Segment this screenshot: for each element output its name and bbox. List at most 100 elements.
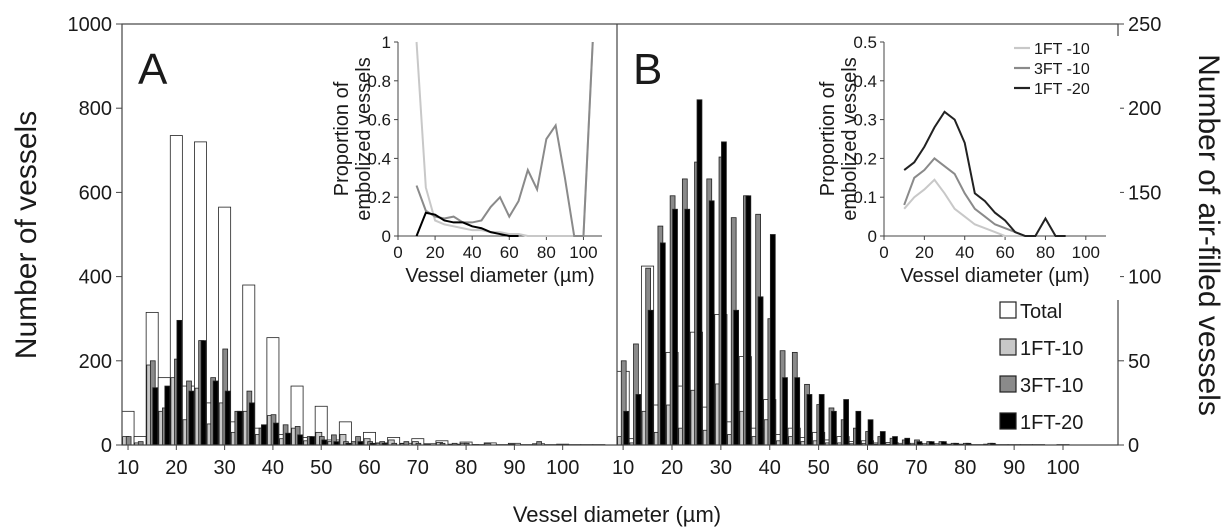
bar-1ft-20 [672, 208, 678, 446]
bar-1ft-20 [164, 385, 171, 446]
bar-1ft-20 [782, 377, 788, 446]
inset-b: 0 0.1 0.2 0.3 0.4 0.5 0 20 40 60 80 100 Vessel diame… [817, 33, 1120, 300]
x-tick-label: 90 [503, 457, 525, 479]
y-axis-title-left: Number of vessels [10, 111, 43, 359]
bar-3ft-10 [125, 436, 132, 446]
x-tick-label: 100 [1046, 457, 1079, 479]
bar-1ft-20 [892, 436, 898, 446]
bar-1ft-20 [794, 377, 801, 446]
bar-1ft-20 [321, 439, 328, 446]
inset-x-tick-label: 100 [1072, 243, 1100, 262]
y-right-tick-label: 50 [1128, 351, 1150, 373]
inset-y-title-line2: embolized vessels [353, 57, 375, 220]
bar-1ft-20 [176, 319, 183, 446]
inset-legend-label: 3FT -10 [1034, 61, 1090, 78]
bar-1ft-20 [879, 431, 886, 446]
panel-a: A [121, 45, 606, 446]
inset-x-tick-label: 40 [955, 243, 974, 262]
bar-1ft-20 [297, 434, 303, 446]
inset-legend-label: 1FT -10 [1034, 41, 1090, 58]
bar-1ft-20 [818, 394, 825, 446]
y-right-tick-label: 0 [1128, 435, 1139, 457]
bar-1ft-20 [623, 410, 630, 446]
x-tick-label: 30 [710, 457, 732, 479]
inset-x-tick-label: 60 [500, 243, 519, 262]
inset-x-tick-label: 80 [1036, 243, 1055, 262]
x-tick-label: 50 [807, 457, 829, 479]
inset-y-title-line2: embolized vessels [839, 57, 861, 220]
inset-y-tick-label: 0.4 [367, 149, 391, 168]
x-tick-label: 80 [455, 457, 477, 479]
inset-y-tick-label: 0 [868, 227, 877, 246]
inset-x-tick-label: 20 [426, 243, 445, 262]
inset-y-tick-label: 0.3 [853, 111, 877, 130]
inset-line-3ft-10 [415, 41, 594, 237]
inset-y-tick-label: 0.5 [853, 33, 877, 52]
x-tick-label: 10 [612, 457, 634, 479]
inset-x-tick-label: 0 [393, 243, 402, 262]
bar-1ft-20 [285, 432, 291, 446]
bar-1ft-20 [721, 141, 727, 446]
inset-background [378, 36, 616, 300]
x-tick-label: 90 [1003, 457, 1025, 479]
bar-1ft-20 [635, 394, 642, 446]
x-tick-label: 70 [407, 457, 429, 479]
x-tick-label: 10 [117, 457, 139, 479]
inset-legend-label: 1FT -20 [1034, 81, 1090, 98]
bar-1ft-20 [248, 402, 255, 446]
bar-1ft-20 [273, 422, 279, 446]
y-left-tick-label: 200 [79, 351, 112, 373]
inset-y-tick-label: 0.2 [853, 149, 877, 168]
y-left-tick-label: 0 [101, 435, 112, 457]
panel-label: A [138, 45, 168, 94]
x-tick-label: 100 [546, 457, 579, 479]
legend-label: 1FT-20 [1020, 412, 1083, 434]
inset-line-1ft-10 [903, 178, 1026, 237]
x-tick-label: 60 [856, 457, 878, 479]
x-tick-label: 60 [358, 457, 380, 479]
legend-swatch-1ft-10 [999, 338, 1017, 356]
inset-x-title: Vessel diameter (µm) [405, 265, 594, 287]
bar-1ft-20 [708, 200, 715, 446]
inset-x-tick-label: 20 [915, 243, 934, 262]
inset-x-title: Vessel diameter (µm) [900, 265, 1089, 287]
inset-y-title-line1: Proportion of [331, 81, 353, 196]
bar-1ft-20 [152, 387, 159, 446]
legend-swatch-1ft-20 [999, 412, 1017, 430]
inset-y-title-line1: Proportion of [817, 81, 839, 196]
inset-line-1ft-20 [903, 110, 1066, 237]
inset-x-tick-label: 80 [537, 243, 556, 262]
y-left-tick-label: 1000 [68, 14, 113, 36]
bar-1ft-20 [843, 399, 849, 446]
bar-1ft-20 [309, 436, 315, 446]
y-left-tick-label: 800 [79, 98, 112, 120]
bar-1ft-20 [261, 424, 267, 446]
y-left-tick-label: 400 [79, 267, 112, 289]
inset-y-tick-label: 0 [382, 227, 391, 246]
x-tick-label: 30 [213, 457, 235, 479]
bar-1ft-20 [200, 340, 207, 446]
inset-line-1ft-20 [415, 211, 519, 237]
bar-1ft-20 [733, 309, 739, 446]
bar-1ft-20 [212, 380, 219, 446]
y-right-tick-label: 200 [1128, 98, 1161, 120]
bar-1ft-20 [696, 99, 703, 446]
bar-1ft-20 [806, 394, 813, 446]
bar-1ft-20 [769, 234, 776, 446]
main-legend: Total 1FT-10 3FT-10 1FT-20 [999, 301, 1083, 434]
inset-y-tick-label: 0.4 [853, 72, 877, 91]
inset-y-tick-label: 0.1 [853, 188, 877, 207]
bar-1ft-20 [757, 296, 764, 446]
bar-1ft-20 [745, 195, 752, 446]
x-tick-label: 20 [165, 457, 187, 479]
inset-y-tick-label: 1 [382, 33, 391, 52]
legend-label: 3FT-10 [1020, 375, 1083, 397]
inset-x-tick-label: 60 [996, 243, 1015, 262]
x-tick-label: 40 [262, 457, 284, 479]
panel-b: B [616, 45, 1070, 446]
bar-1ft-20 [904, 437, 911, 446]
legend-label: Total [1020, 301, 1062, 323]
x-tick-label: 80 [954, 457, 976, 479]
x-tick-label: 20 [661, 457, 683, 479]
